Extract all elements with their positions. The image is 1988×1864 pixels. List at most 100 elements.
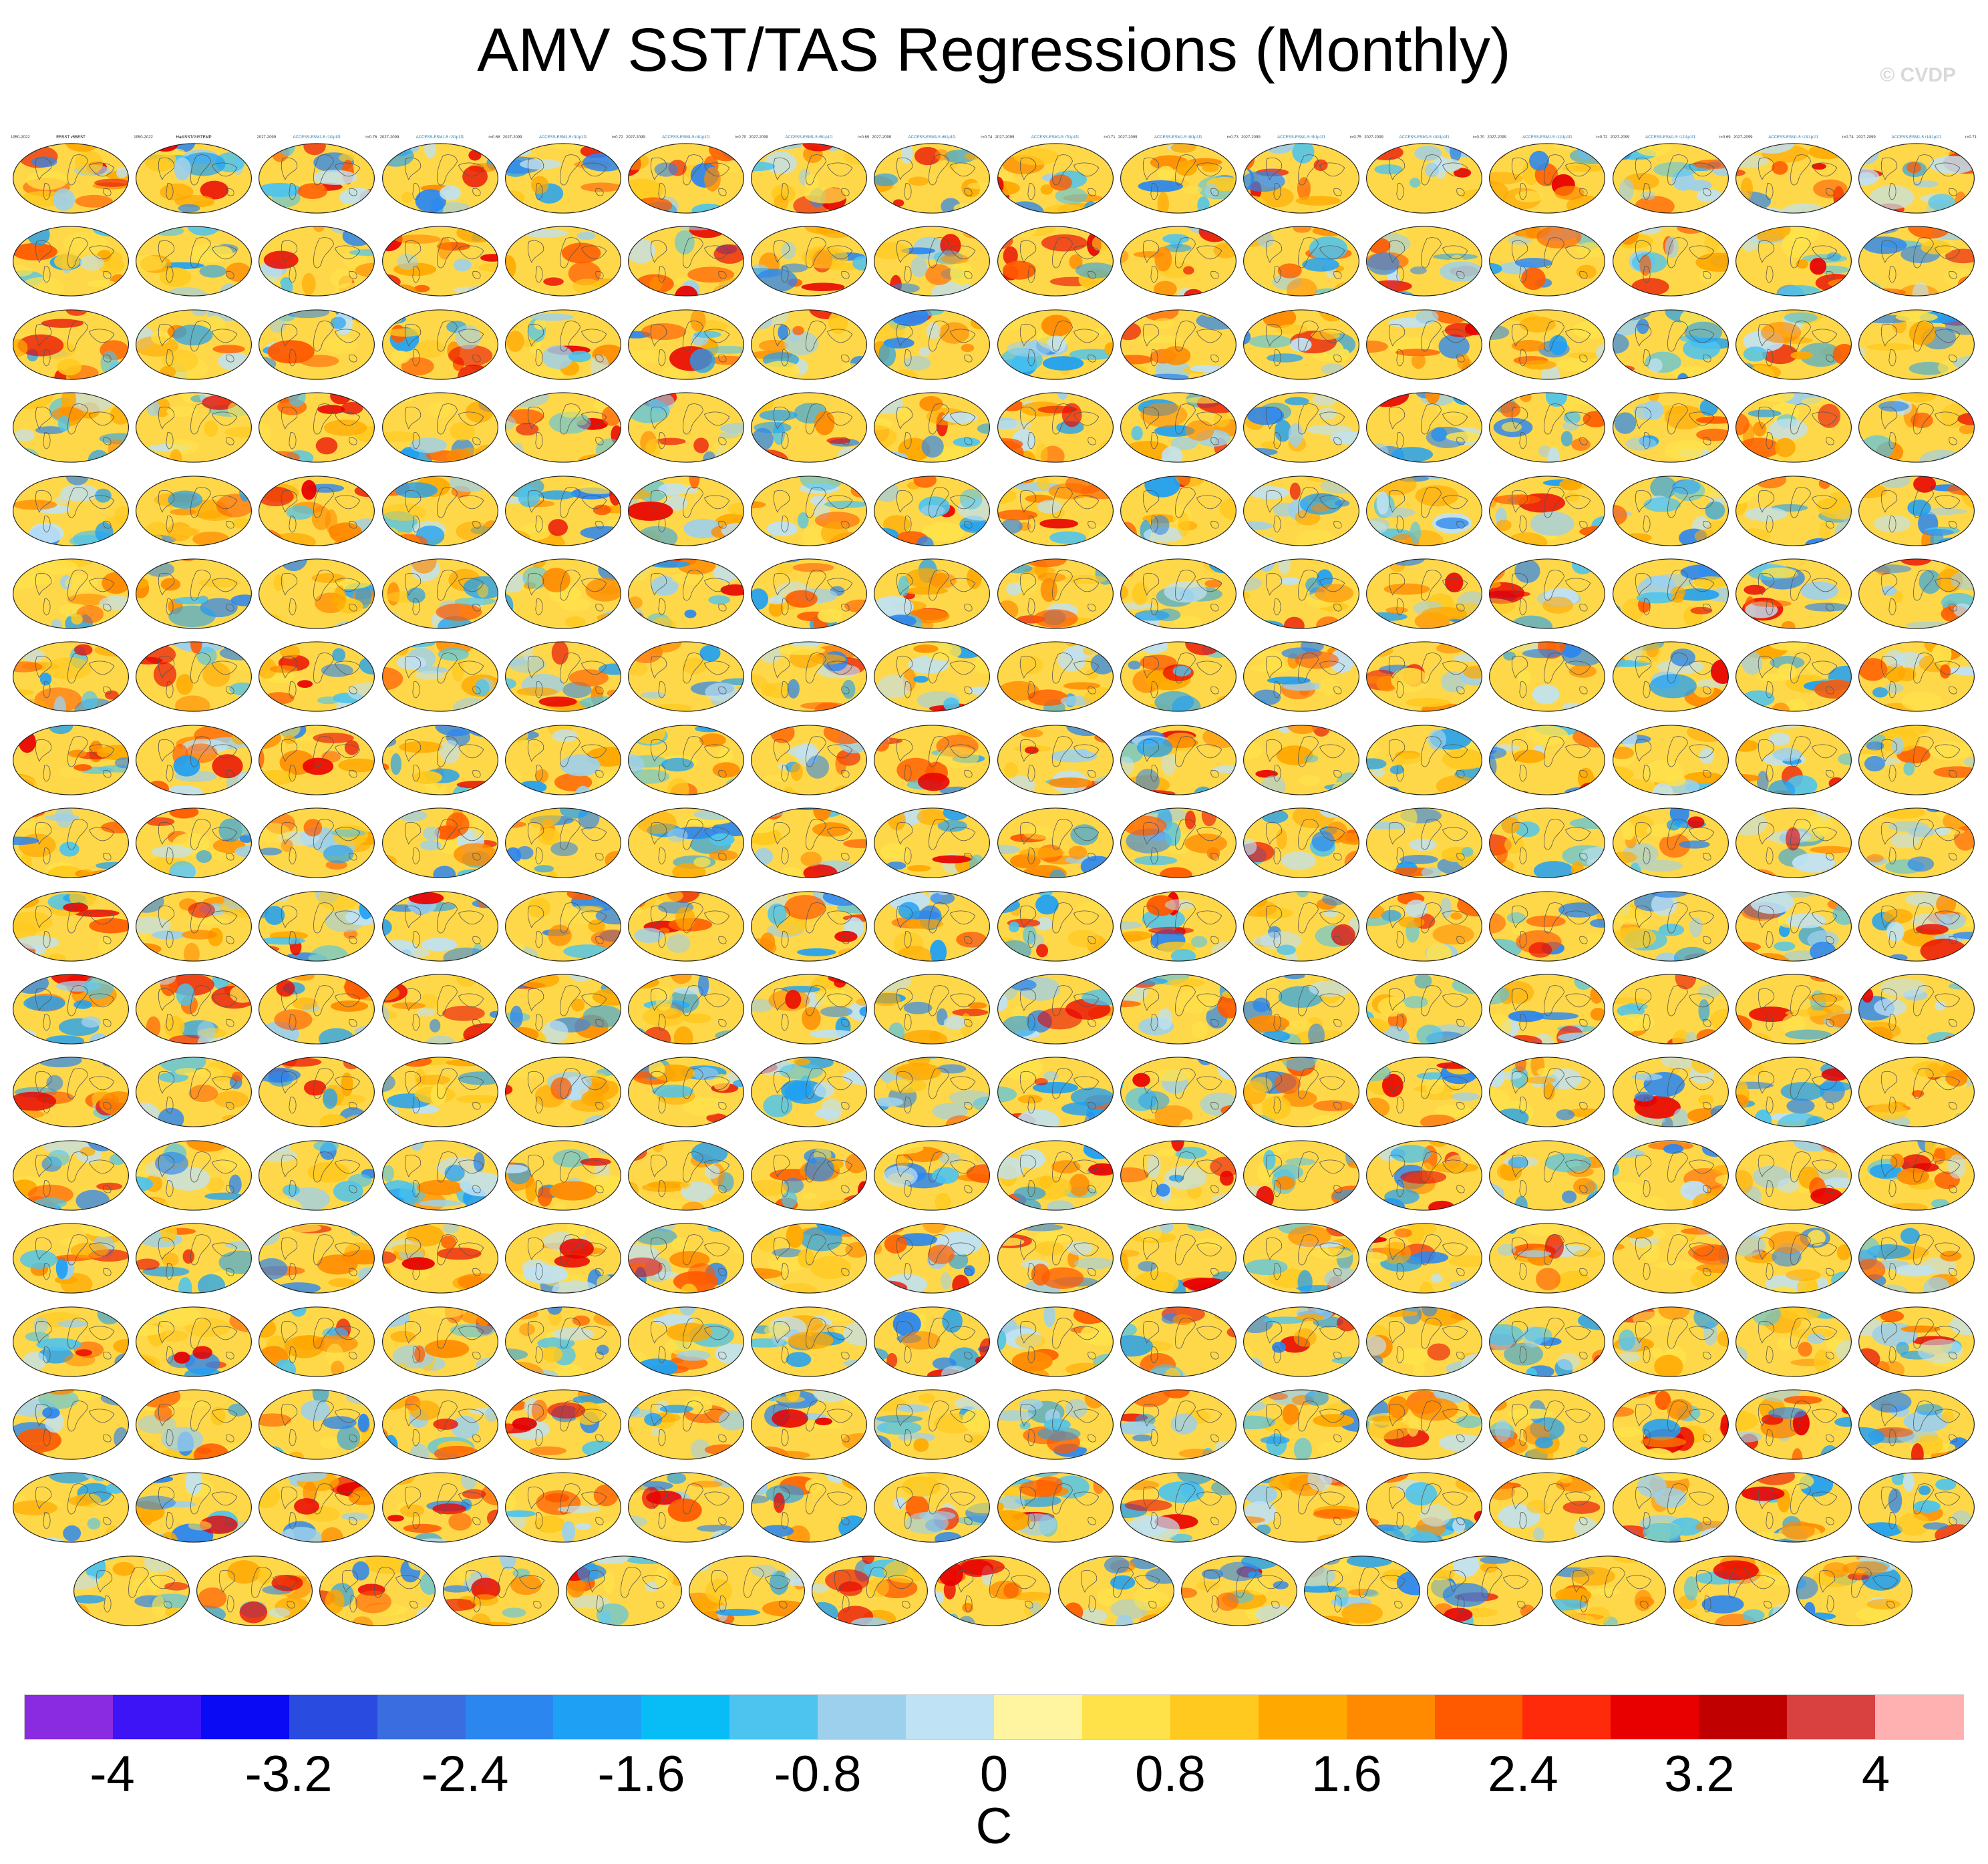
map-panel — [379, 1047, 502, 1130]
world-map — [259, 558, 375, 629]
map-panel — [1855, 383, 1978, 465]
world-map — [259, 641, 375, 713]
map-panel — [1486, 1131, 1609, 1214]
panel-r-value: r=0.69 — [1719, 136, 1731, 140]
panel-header — [255, 715, 378, 723]
map-panel — [1240, 715, 1363, 798]
world-map — [751, 1057, 868, 1128]
map-panel — [255, 715, 378, 798]
panel-header — [379, 1297, 502, 1305]
map-panel — [1609, 798, 1732, 881]
panel-header — [255, 964, 378, 972]
panel-header — [1486, 1214, 1609, 1222]
map-panel — [1240, 798, 1363, 881]
world-map — [136, 475, 253, 546]
panel-header — [1609, 715, 1732, 723]
world-map — [997, 143, 1114, 214]
map-panel: 2027-2099 ACCESS-ESM1-5 r3i1p1f1 r=0.72 — [502, 134, 625, 216]
panel-header — [1855, 882, 1978, 890]
map-panel — [994, 1047, 1117, 1130]
world-map — [1366, 1472, 1483, 1543]
map-panel — [1609, 383, 1732, 465]
panel-header — [1732, 964, 1855, 972]
world-map — [259, 1140, 375, 1211]
map-panel — [1240, 1297, 1363, 1380]
world-map — [1303, 1555, 1421, 1626]
panel-header — [379, 216, 502, 224]
panel-header — [1732, 1131, 1855, 1139]
panel-header — [625, 882, 748, 890]
panel-header — [870, 466, 993, 474]
map-panel — [132, 1047, 255, 1130]
colorbar-tick-label: -0.8 — [774, 1746, 862, 1803]
panel-header — [132, 798, 255, 806]
panel-header — [1609, 964, 1732, 972]
world-map — [627, 1306, 745, 1377]
map-panel — [748, 632, 870, 715]
world-map — [1735, 1223, 1852, 1294]
panel-header — [1240, 798, 1363, 806]
map-panel — [9, 216, 132, 299]
world-map — [997, 1057, 1114, 1128]
map-panel — [625, 1380, 748, 1463]
world-map — [997, 226, 1114, 297]
world-map — [1120, 558, 1236, 629]
map-panel — [1363, 383, 1486, 465]
map-panel — [870, 715, 993, 798]
world-map — [1858, 1306, 1975, 1377]
panel-header — [1609, 466, 1732, 474]
world-map — [1489, 974, 1606, 1045]
world-map — [751, 1140, 868, 1211]
panel-r-value: r=0.70 — [734, 136, 746, 140]
map-panel — [748, 1297, 870, 1380]
world-map — [751, 143, 868, 214]
map-panel — [502, 383, 625, 465]
world-map — [12, 226, 130, 297]
map-panel — [625, 715, 748, 798]
panel-header — [748, 715, 870, 723]
panel-header — [1240, 1047, 1363, 1055]
colorbar-swatch — [553, 1695, 642, 1739]
panel-header — [9, 715, 132, 723]
panel-years: 2027-2099 — [1610, 136, 1630, 140]
world-map — [136, 974, 253, 1045]
panel-header — [1363, 300, 1486, 308]
map-panel — [870, 964, 993, 1047]
map-panel — [1732, 1380, 1855, 1463]
world-map — [1120, 1472, 1236, 1543]
map-panel — [931, 1546, 1054, 1629]
panel-header — [1240, 1131, 1363, 1139]
panel-header — [1855, 1463, 1978, 1471]
world-map — [1120, 143, 1236, 214]
world-map — [1242, 1306, 1360, 1377]
world-map — [874, 1389, 991, 1460]
panel-header — [1855, 216, 1978, 224]
world-map — [1120, 392, 1236, 463]
panel-header — [502, 216, 625, 224]
world-map — [627, 641, 745, 713]
world-map — [627, 558, 745, 629]
panel-r-value: r=0.71 — [1104, 136, 1116, 140]
map-panel — [1363, 882, 1486, 964]
world-map — [12, 1389, 130, 1460]
world-map — [1858, 309, 1975, 380]
world-map — [874, 1472, 991, 1543]
map-panel — [1363, 1131, 1486, 1214]
colorbar-tick-label: -3.2 — [244, 1746, 333, 1803]
map-panel — [1486, 1297, 1609, 1380]
map-panel — [870, 1297, 993, 1380]
map-panel — [255, 632, 378, 715]
world-map — [1366, 1389, 1483, 1460]
map-panel: 2027-2099 ACCESS-ESM1-5 r12i1p1f1 r=0.69 — [1609, 134, 1732, 216]
map-panel — [1117, 466, 1240, 549]
map-panel — [502, 300, 625, 383]
map-panel — [502, 964, 625, 1047]
panel-header — [625, 1047, 748, 1055]
world-map — [1612, 558, 1729, 629]
map-panel — [1240, 1380, 1363, 1463]
panel-header — [379, 1214, 502, 1222]
panel-header — [502, 383, 625, 391]
world-map — [504, 1389, 621, 1460]
map-panel — [255, 1214, 378, 1296]
map-panel — [379, 1297, 502, 1380]
